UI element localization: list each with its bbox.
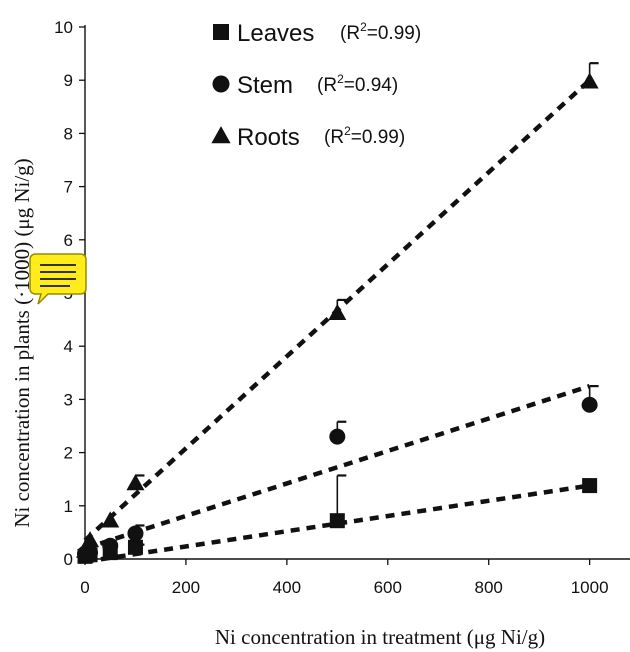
r2-prefix: (R: [340, 23, 360, 44]
roots-point: [580, 72, 599, 89]
roots-point: [101, 511, 120, 528]
y-tick-label: 6: [64, 231, 73, 250]
r2-prefix: (R: [324, 127, 344, 148]
legend-stem-label: Stem: [237, 72, 293, 99]
y-axis-title: Ni concentration in plants (·1000) (μg N…: [10, 158, 34, 527]
y-tick-label: 8: [64, 124, 73, 143]
legend-roots-r2: (R2=0.99): [324, 124, 405, 148]
y-tick-label: 1: [64, 497, 73, 516]
comment-note-icon[interactable]: [29, 253, 87, 305]
y-tick-label: 9: [64, 71, 73, 90]
r2-value: =0.99): [351, 127, 405, 148]
legend-roots-label: Roots: [237, 124, 300, 151]
leaves-trend-line: [84, 483, 590, 564]
legend-leaves-marker: [213, 24, 229, 40]
r2-superscript: 2: [344, 124, 351, 138]
y-tick-label: 10: [54, 18, 73, 37]
stem-trend-line: [84, 383, 591, 551]
roots-point: [76, 541, 94, 558]
stem-point: [102, 537, 119, 554]
data-points: [76, 72, 599, 564]
roots-point: [81, 531, 100, 548]
x-tick-label: 600: [374, 578, 402, 597]
x-axis-title: Ni concentration in treatment (μg Ni/g): [215, 625, 545, 649]
r2-superscript: 2: [360, 20, 367, 34]
r2-prefix: (R: [317, 75, 337, 96]
legend: Leaves (R2=0.99)Stem (R2=0.94)Roots (R2=0.9…: [211, 20, 421, 151]
axes: 01234567891002004006008001000: [54, 18, 630, 597]
x-tick-label: 800: [475, 578, 503, 597]
x-tick-label: 200: [172, 578, 200, 597]
y-tick-label: 3: [64, 390, 73, 409]
legend-leaves-r2: (R2=0.99): [340, 20, 421, 44]
r2-superscript: 2: [337, 72, 344, 86]
r2-value: =0.99): [367, 23, 421, 44]
leaves-point: [582, 478, 598, 494]
stem-point: [127, 525, 144, 542]
legend-stem-r2: (R2=0.94): [317, 72, 398, 96]
y-tick-label: 2: [64, 444, 73, 463]
y-tick-label: 7: [64, 178, 73, 197]
x-tick-label: 1000: [571, 578, 609, 597]
y-tick-label: 0: [64, 550, 73, 569]
leaves-point: [127, 539, 143, 555]
legend-leaves-label: Leaves: [237, 20, 314, 47]
roots-point: [328, 303, 347, 320]
r2-value: =0.94): [344, 75, 398, 96]
x-tick-label: 0: [80, 578, 89, 597]
x-tick-label: 400: [273, 578, 301, 597]
stem-point: [581, 396, 598, 413]
stem-point: [329, 428, 346, 445]
leaves-point: [329, 513, 345, 529]
legend-stem-marker: [212, 75, 230, 93]
roots-point: [126, 474, 145, 491]
y-tick-label: 4: [64, 337, 73, 356]
legend-roots-marker: [211, 126, 231, 144]
